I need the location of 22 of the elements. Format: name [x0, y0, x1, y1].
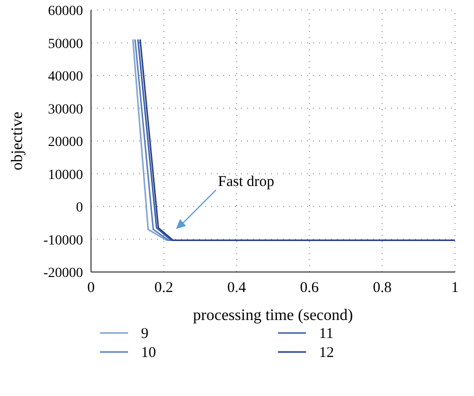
y-tick-label: 40000	[48, 70, 83, 84]
legend-label: 10	[141, 345, 156, 361]
legend-label: 9	[141, 326, 148, 342]
x-tick-label: 0.2	[154, 280, 174, 296]
x-axis-title: processing time (second)	[193, 307, 353, 324]
y-tick-label: -20000	[43, 266, 83, 281]
x-tick-label: 0.6	[300, 280, 320, 296]
y-tick-label: 10000	[48, 168, 83, 183]
y-tick-label: 20000	[48, 135, 83, 150]
x-tick-label: 0	[87, 280, 95, 296]
y-tick-label: 30000	[48, 102, 83, 118]
y-tick-label: 0	[76, 200, 83, 216]
y-tick-label: 60000	[48, 4, 83, 19]
x-tick-label: 0.4	[227, 280, 246, 296]
y-axis-title: objective	[9, 112, 26, 170]
legend-label: 12	[319, 345, 334, 361]
y-tick-label: 50000	[48, 36, 83, 52]
y-tick-label: -10000	[43, 233, 83, 248]
x-tick-label: 1	[451, 280, 459, 296]
annotation: Fast drop	[218, 174, 274, 190]
legend-label: 11	[319, 326, 334, 342]
x-tick-label: 0.8	[372, 280, 392, 296]
